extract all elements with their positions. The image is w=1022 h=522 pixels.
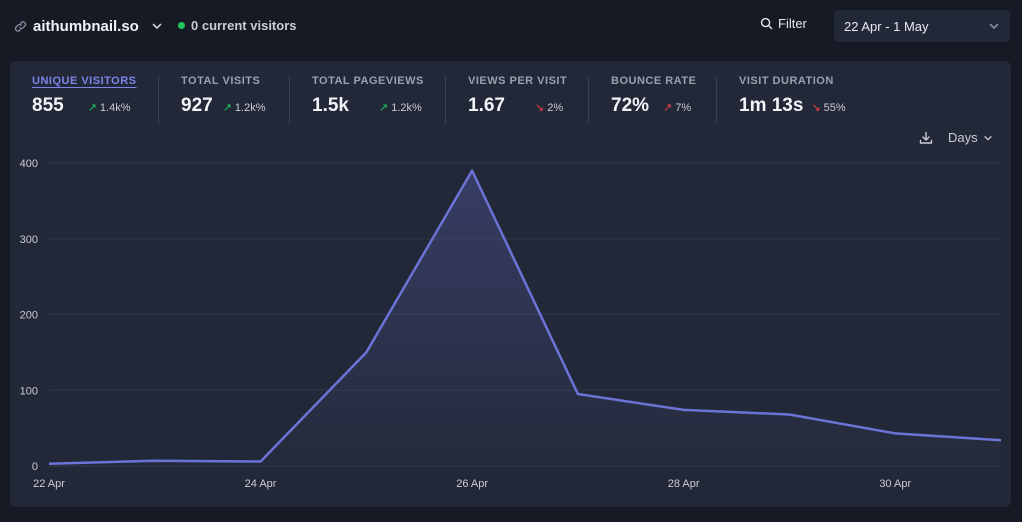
stat-divider xyxy=(588,76,589,124)
chart-data-point[interactable] xyxy=(995,434,1007,446)
stat-change: 2% xyxy=(547,101,564,114)
stat-divider xyxy=(716,76,717,124)
stat-change: 1.2k% xyxy=(234,101,266,114)
stat-change: 1.2k% xyxy=(391,101,422,114)
chart-data-point[interactable] xyxy=(572,388,584,400)
arrow-up-right-icon: ↗ xyxy=(222,102,232,114)
stat-label: TOTAL PAGEVIEWS xyxy=(312,75,424,87)
site-switcher[interactable]: aithumbnail.so xyxy=(14,14,163,38)
x-tick-label: 28 Apr xyxy=(668,478,700,490)
chart-data-point[interactable] xyxy=(255,455,267,467)
stat-divider xyxy=(445,76,446,124)
current-visitors[interactable]: 0 current visitors xyxy=(178,18,297,33)
stat-unique-visitors[interactable]: UNIQUE VISITORS 855 ↗ 1.4k% xyxy=(32,75,136,125)
stat-value: 1m 13s xyxy=(739,95,804,116)
stat-total-visits[interactable]: TOTAL VISITS 927 ↗ 1.2k% xyxy=(181,75,266,125)
live-dot-icon xyxy=(178,22,185,29)
stat-label: VIEWS PER VISIT xyxy=(468,75,568,87)
top-bar: aithumbnail.so 0 current visitors Filter… xyxy=(0,0,1022,52)
current-visitors-label: 0 current visitors xyxy=(191,18,297,33)
chevron-down-icon xyxy=(151,20,163,32)
date-range-label: 22 Apr - 1 May xyxy=(844,18,929,34)
stat-visit-duration[interactable]: VISIT DURATION 1m 13s ↘ 55% xyxy=(739,75,846,125)
chart-data-point[interactable] xyxy=(43,458,55,470)
date-range-picker[interactable]: 22 Apr - 1 May xyxy=(834,10,1010,42)
stat-value: 1.5k xyxy=(312,95,349,116)
stat-total-pageviews[interactable]: TOTAL PAGEVIEWS 1.5k ↗ 1.2k% xyxy=(312,75,424,125)
x-tick-label: 24 Apr xyxy=(245,478,277,490)
stat-change: 1.4k% xyxy=(99,101,131,114)
stat-views-per-visit[interactable]: VIEWS PER VISIT 1.67 ↘ 2% xyxy=(468,75,567,125)
chevron-down-icon xyxy=(983,133,993,143)
x-tick-label: 22 Apr xyxy=(33,478,65,490)
chart-area-fill xyxy=(49,170,1001,466)
stat-label: TOTAL VISITS xyxy=(181,75,261,87)
x-tick-label: 26 Apr xyxy=(456,478,488,490)
chart-line-series xyxy=(48,169,1002,465)
stat-value: 855 xyxy=(32,95,64,116)
y-tick-label: 300 xyxy=(20,234,38,246)
x-tick-label: 30 Apr xyxy=(879,478,911,490)
stat-change: 55% xyxy=(823,101,846,114)
stat-value: 927 xyxy=(181,95,213,116)
download-icon[interactable] xyxy=(919,131,933,145)
chevron-down-icon xyxy=(988,20,1000,32)
stat-divider xyxy=(289,76,290,124)
stat-value: 72% xyxy=(611,95,650,116)
chart-data-point[interactable] xyxy=(149,455,161,467)
interval-picker[interactable]: Days xyxy=(948,130,993,145)
chart-data-point[interactable] xyxy=(678,404,690,416)
link-icon xyxy=(14,20,27,33)
chart-data-point[interactable] xyxy=(783,408,795,420)
arrow-down-right-icon: ↘ xyxy=(534,102,545,114)
search-icon xyxy=(760,17,773,30)
stat-label: BOUNCE RATE xyxy=(611,75,697,87)
y-tick-label: 200 xyxy=(20,310,38,322)
chart-data-point[interactable] xyxy=(466,165,478,177)
filter-button[interactable]: Filter xyxy=(760,16,807,31)
stat-divider xyxy=(158,76,159,124)
chart-data-point[interactable] xyxy=(889,427,901,439)
chart-data-point[interactable] xyxy=(360,346,372,358)
stat-label: UNIQUE VISITORS xyxy=(32,75,137,87)
arrow-up-right-icon: ↗ xyxy=(87,102,97,114)
arrow-up-right-icon: ↗ xyxy=(663,102,673,114)
arrow-up-right-icon: ↗ xyxy=(378,102,389,114)
stat-value: 1.67 xyxy=(468,95,505,116)
site-name: aithumbnail.so xyxy=(33,17,139,35)
stat-change: 7% xyxy=(675,101,692,114)
y-tick-label: 400 xyxy=(20,158,38,170)
arrow-down-right-icon: ↘ xyxy=(811,102,821,114)
stat-label: VISIT DURATION xyxy=(739,75,834,87)
interval-label: Days xyxy=(948,130,978,145)
filter-label: Filter xyxy=(778,16,807,31)
y-tick-label: 100 xyxy=(20,385,38,397)
y-tick-label: 0 xyxy=(32,461,38,473)
stat-bounce-rate[interactable]: BOUNCE RATE 72% ↗ 7% xyxy=(611,75,696,125)
